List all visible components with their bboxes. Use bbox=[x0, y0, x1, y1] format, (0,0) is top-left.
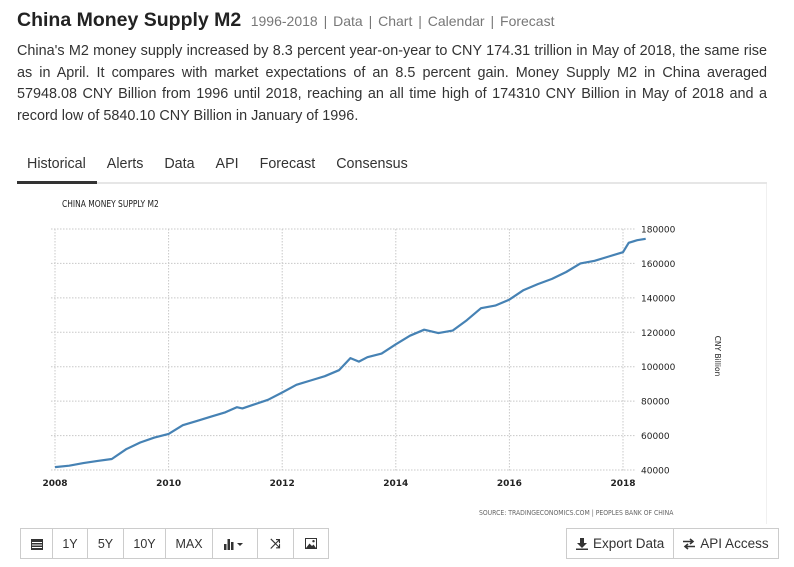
chart-title: CHINA MONEY SUPPLY M2 bbox=[62, 199, 159, 210]
x-tick-label: 2014 bbox=[383, 479, 408, 489]
chart-source: SOURCE: TRADINGECONOMICS.COM | PEOPLES B… bbox=[479, 508, 674, 517]
grid bbox=[51, 228, 635, 472]
image-icon bbox=[305, 538, 317, 549]
range-10y-button[interactable]: 10Y bbox=[123, 528, 166, 559]
separator: | bbox=[323, 13, 328, 29]
api-access-button[interactable]: API Access bbox=[673, 528, 779, 559]
tab-historical[interactable]: Historical bbox=[17, 147, 97, 184]
separator: | bbox=[368, 13, 373, 29]
separator: | bbox=[418, 13, 422, 29]
range-max-button[interactable]: MAX bbox=[165, 528, 213, 559]
y-axis-label: CNY Billion bbox=[713, 336, 722, 377]
image-export-button[interactable] bbox=[293, 528, 329, 559]
y-tick-label: 60000 bbox=[641, 432, 670, 442]
y-tick-label: 140000 bbox=[641, 294, 676, 304]
y-tick-label: 180000 bbox=[641, 226, 676, 236]
tab-data[interactable]: Data bbox=[164, 156, 195, 172]
description: China's M2 money supply increased by 8.3… bbox=[17, 43, 767, 124]
separator: | bbox=[490, 13, 495, 29]
tab-api[interactable]: API bbox=[215, 156, 239, 172]
action-toolbar: Export Data API Access bbox=[566, 528, 779, 559]
x-tick-label: 2010 bbox=[156, 479, 181, 489]
y-tick-label: 120000 bbox=[641, 329, 676, 339]
y-tick-label: 80000 bbox=[641, 398, 670, 408]
range-1y-button[interactable]: 1Y bbox=[52, 528, 88, 559]
y-tick-label: 100000 bbox=[641, 363, 676, 373]
page-title: China Money Supply M2 bbox=[17, 9, 242, 31]
chart-panel bbox=[17, 184, 767, 524]
bar-chart-icon bbox=[224, 538, 243, 550]
calendar-icon bbox=[30, 538, 43, 550]
page-header: China Money Supply M2 1996-2018 | Data |… bbox=[17, 9, 554, 32]
export-data-label: Export Data bbox=[593, 536, 665, 551]
tab-alerts[interactable]: Alerts bbox=[106, 156, 144, 172]
x-axis: 2008 2010 2012 2014 2016 2018 bbox=[42, 479, 635, 489]
tab-forecast[interactable]: Forecast bbox=[259, 156, 316, 172]
transfer-icon bbox=[683, 537, 696, 550]
compare-button[interactable]: ⤨ bbox=[257, 528, 294, 559]
x-tick-label: 2012 bbox=[270, 479, 295, 489]
tab-consensus[interactable]: Consensus bbox=[336, 156, 408, 172]
x-tick-label: 2016 bbox=[497, 479, 522, 489]
y-tick-label: 160000 bbox=[641, 260, 676, 270]
shuffle-icon: ⤨ bbox=[270, 535, 281, 551]
link-forecast[interactable]: Forecast bbox=[500, 13, 555, 29]
tab-bar: Historical Alerts Data API Forecast Cons… bbox=[17, 147, 767, 184]
y-axis: 180000 160000 140000 120000 100000 80000 60000… bbox=[641, 226, 676, 477]
date-range: 1996-2018 bbox=[250, 13, 318, 29]
chart-type-button[interactable] bbox=[212, 528, 258, 559]
calendar-button[interactable] bbox=[20, 528, 53, 559]
title-links: 1996-2018 | Data | Chart | Calendar | Fo… bbox=[251, 13, 555, 29]
export-data-button[interactable]: Export Data bbox=[566, 528, 675, 559]
api-access-label: API Access bbox=[700, 536, 769, 551]
x-tick-label: 2008 bbox=[42, 479, 67, 489]
download-icon bbox=[576, 537, 588, 550]
x-tick-label: 2018 bbox=[610, 479, 635, 489]
caret-down-icon bbox=[237, 542, 243, 546]
series-line bbox=[54, 237, 646, 469]
link-chart[interactable]: Chart bbox=[378, 13, 413, 29]
range-toolbar: 1Y 5Y 10Y MAX ⤨ bbox=[20, 528, 329, 559]
link-calendar[interactable]: Calendar bbox=[427, 13, 485, 29]
link-data[interactable]: Data bbox=[333, 13, 363, 29]
range-5y-button[interactable]: 5Y bbox=[87, 528, 124, 559]
y-tick-label: 40000 bbox=[641, 467, 670, 477]
